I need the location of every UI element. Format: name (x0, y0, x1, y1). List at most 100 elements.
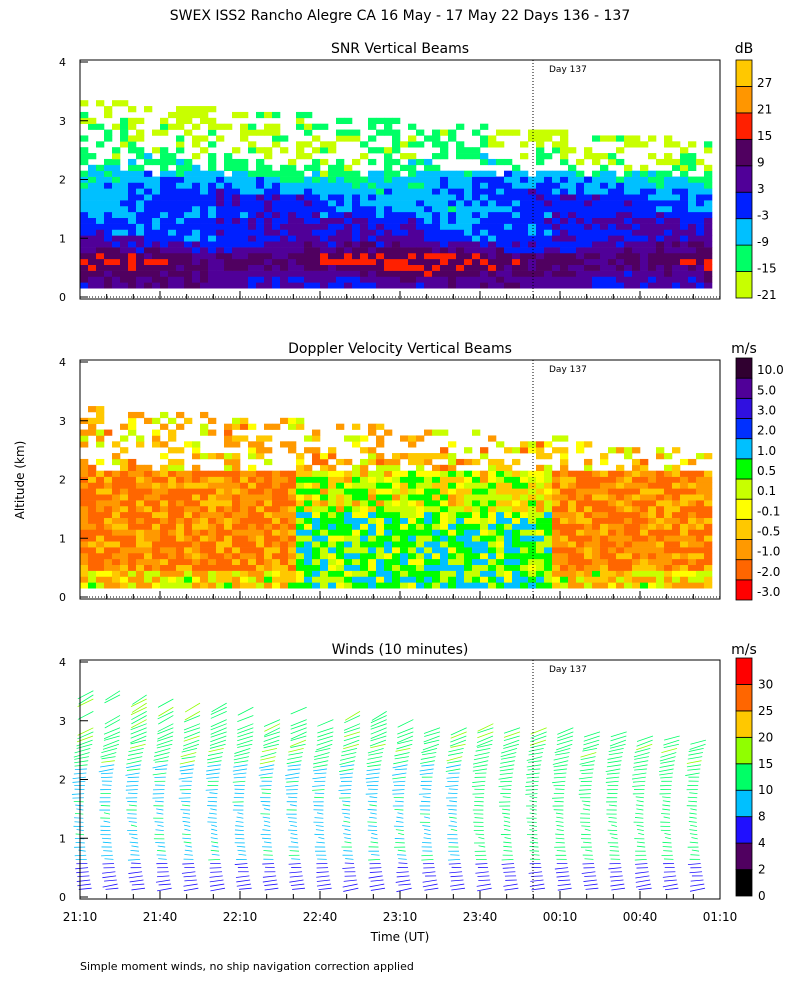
wind-barb (478, 879, 491, 881)
doppler-cell (456, 458, 465, 466)
doppler-cell (448, 470, 457, 477)
snr-cell (504, 264, 513, 271)
snr-cell (440, 252, 449, 260)
wind-barb (366, 772, 380, 775)
doppler-cell (176, 411, 185, 419)
snr-cell (552, 182, 561, 189)
wind-barb (555, 788, 565, 790)
doppler-cell (696, 541, 705, 548)
doppler-cell (680, 570, 689, 577)
snr-cell (536, 258, 545, 266)
doppler-cell (592, 547, 601, 554)
y-tick-label: 3 (59, 415, 66, 428)
doppler-cell (456, 564, 465, 571)
snr-cell (128, 252, 137, 260)
doppler-cell (232, 464, 241, 472)
doppler-cell (280, 576, 289, 583)
snr-cell (456, 153, 465, 160)
colorbar-swatch (735, 271, 753, 299)
doppler-cell (704, 453, 713, 460)
doppler-cell (528, 535, 537, 542)
wind-barb (262, 829, 271, 832)
doppler-cell (504, 564, 513, 571)
snr-cell (368, 217, 377, 224)
snr-cell (480, 276, 489, 283)
snr-cell (312, 235, 321, 242)
snr-cell (320, 247, 329, 254)
snr-cell (400, 182, 409, 189)
doppler-cell (152, 529, 161, 536)
snr-cell (496, 229, 505, 236)
snr-cell (592, 211, 601, 219)
wind-barb (209, 743, 226, 749)
snr-cell (296, 276, 305, 283)
wind-barb (504, 837, 512, 840)
day-annotation-winds: Day 137 (549, 665, 587, 675)
snr-cell (624, 282, 633, 289)
doppler-cell (320, 482, 329, 489)
snr-cell (200, 211, 209, 219)
doppler-cell (136, 552, 145, 560)
doppler-cell (168, 535, 177, 542)
doppler-cell (352, 552, 361, 560)
doppler-cell (704, 482, 713, 489)
wind-barb (397, 727, 414, 735)
wind-barb (611, 837, 618, 840)
snr-cell (264, 153, 273, 160)
snr-cell (512, 176, 521, 183)
snr-cell (488, 282, 497, 289)
snr-cell (368, 188, 377, 195)
doppler-cell (576, 482, 585, 489)
doppler-cell (232, 494, 241, 501)
doppler-cell (608, 482, 617, 489)
doppler-cell (160, 505, 169, 513)
doppler-cell (232, 511, 241, 519)
wind-barb (179, 760, 195, 765)
snr-cell (624, 276, 633, 283)
doppler-cell (664, 511, 673, 519)
wind-barb (157, 887, 172, 892)
doppler-cell (296, 570, 305, 577)
doppler-cell (120, 552, 129, 560)
snr-cell (360, 176, 369, 183)
doppler-cell (496, 470, 505, 477)
wind-barb (581, 871, 596, 874)
doppler-cell (432, 570, 441, 577)
wind-barb (689, 816, 697, 819)
doppler-cell (536, 517, 545, 524)
doppler-cell (504, 541, 513, 548)
snr-cell (200, 117, 209, 125)
wind-barb (370, 743, 386, 749)
doppler-cell (344, 582, 353, 589)
doppler-cell (120, 517, 129, 524)
doppler-cell (376, 505, 385, 513)
doppler-cell (448, 464, 457, 472)
snr-cell (560, 147, 569, 154)
wind-barb (313, 768, 327, 772)
doppler-cell (472, 576, 481, 583)
snr-cell (536, 129, 545, 136)
doppler-cell (168, 435, 177, 442)
doppler-cell (480, 470, 489, 477)
doppler-cell (192, 535, 201, 542)
doppler-cell (576, 517, 585, 524)
doppler-cell (672, 558, 681, 566)
doppler-cell (528, 523, 537, 530)
wind-barb (288, 829, 298, 832)
wind-barb (130, 854, 140, 856)
snr-cell (240, 276, 249, 283)
snr-cell (552, 276, 561, 283)
doppler-cell (248, 547, 257, 554)
snr-cell (704, 264, 713, 271)
wind-barb (473, 756, 489, 761)
wind-barb (317, 727, 334, 734)
snr-cell (320, 258, 329, 266)
snr-cell (344, 211, 353, 219)
wind-barb (237, 735, 254, 742)
snr-cell (96, 170, 105, 177)
doppler-cell (280, 582, 289, 589)
snr-cell (312, 247, 321, 254)
snr-cell (104, 111, 113, 119)
doppler-cell (200, 547, 209, 554)
doppler-cell (368, 558, 377, 566)
